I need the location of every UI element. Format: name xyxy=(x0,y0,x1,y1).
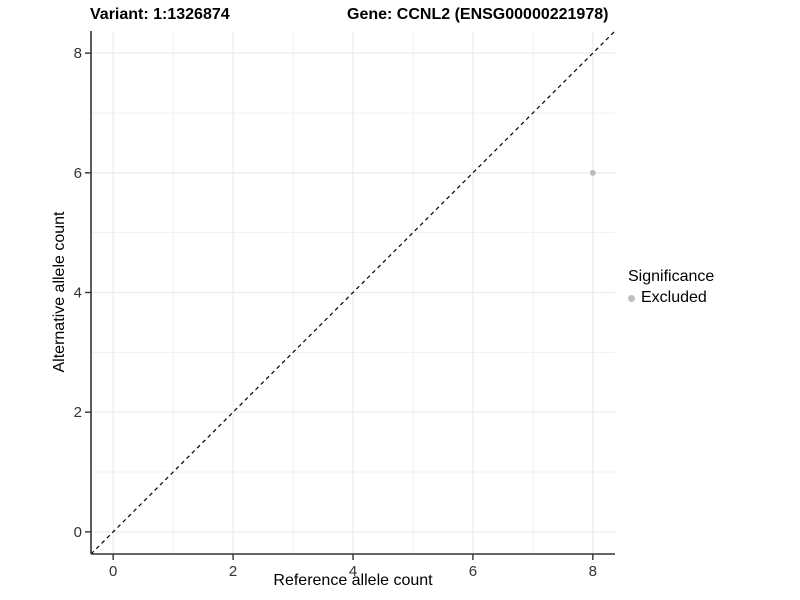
y-tick-label: 4 xyxy=(74,285,82,302)
x-tick-label: 2 xyxy=(229,563,237,580)
legend-entry-label: Excluded xyxy=(641,289,707,306)
y-tick-label: 0 xyxy=(74,524,82,541)
diagonal-reference-line xyxy=(90,30,616,555)
x-axis-title: Reference allele count xyxy=(273,572,433,589)
y-axis-title: Alternative allele count xyxy=(51,211,68,373)
x-tick-label: 0 xyxy=(109,563,117,580)
y-tick-label: 2 xyxy=(74,404,82,421)
legend-entry-excluded: Excluded xyxy=(628,289,714,307)
data-point xyxy=(589,169,596,176)
x-tick-label: 8 xyxy=(589,563,597,580)
legend-swatch-excluded xyxy=(628,294,635,302)
legend: Significance Excluded xyxy=(628,268,714,307)
x-tick-label: 6 xyxy=(469,563,477,580)
plot-title-gene: Gene: CCNL2 (ENSG00000221978) xyxy=(347,6,609,23)
plot-title-variant: Variant: 1:1326874 xyxy=(90,6,230,23)
y-tick-label: 8 xyxy=(74,45,82,62)
legend-title: Significance xyxy=(628,268,715,285)
x-tick-label: 4 xyxy=(349,563,357,580)
y-tick-label: 6 xyxy=(74,165,82,182)
